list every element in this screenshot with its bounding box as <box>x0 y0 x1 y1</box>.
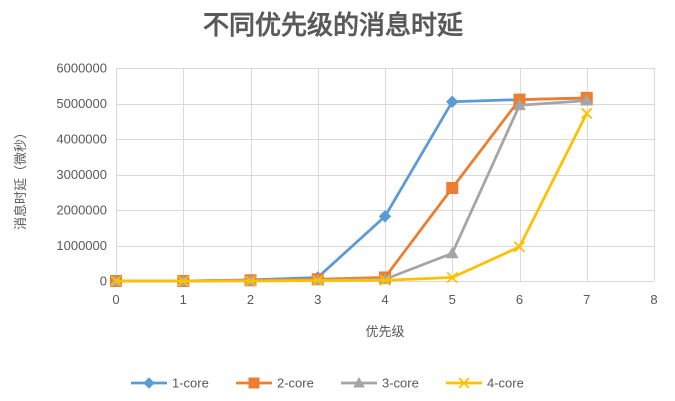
x-tick-label: 5 <box>449 292 456 307</box>
legend-label: 2-core <box>277 376 314 391</box>
series-line-3-core <box>114 99 589 283</box>
data-point-4-core-x6 <box>513 241 526 253</box>
x-tick-label: 8 <box>650 292 657 307</box>
x-tick-label: 6 <box>516 292 523 307</box>
series-line-4-core <box>114 112 589 283</box>
y-tick-label: 0 <box>100 274 107 289</box>
x-tick-label: 4 <box>381 292 388 307</box>
data-point-3-core-x7 <box>580 94 594 106</box>
legend: 1-core 2-core 3-core 4-core <box>131 376 524 391</box>
data-point-4-core-x4 <box>379 274 391 286</box>
data-point-4-core-x2 <box>244 275 257 287</box>
legend-item-4-core: 4-core <box>446 376 524 391</box>
x-tick-label: 0 <box>112 292 119 307</box>
series-line-1-core <box>114 96 589 283</box>
x-axis-title: 优先级 <box>365 325 404 340</box>
legend-label: 3-core <box>382 376 419 391</box>
series-line-2-core <box>114 96 589 283</box>
data-point-4-core-x0 <box>110 275 122 287</box>
data-point-3-core-x5 <box>445 246 459 259</box>
y-tick-label: 1000000 <box>56 238 107 253</box>
legend-item-1-core: 1-core <box>131 376 209 391</box>
data-point-3-core-x6 <box>513 98 526 111</box>
y-axis-title: 消息时延（微秒） <box>13 126 29 230</box>
data-point-1-core-x5 <box>446 95 459 108</box>
legend-label: 4-core <box>487 376 524 391</box>
y-tick-label: 6000000 <box>56 61 107 76</box>
x-tick-label: 3 <box>314 292 321 307</box>
data-point-2-core-x5 <box>446 181 459 194</box>
y-tick-label: 3000000 <box>56 167 107 182</box>
data-point-1-core-x4 <box>378 210 392 223</box>
legend-item-3-core: 3-core <box>341 376 419 391</box>
x-tick-label: 2 <box>247 292 254 307</box>
legend-item-2-core: 2-core <box>236 376 314 391</box>
series-layer <box>109 91 594 288</box>
x-tick-label: 1 <box>180 292 187 307</box>
data-point-4-core-x7 <box>581 107 593 120</box>
y-tick-label: 4000000 <box>56 132 107 147</box>
grid-lines <box>116 68 655 282</box>
legend-marker-x-icon <box>458 377 470 389</box>
x-axis-ticks: 0 1 2 3 4 5 6 7 8 <box>112 292 657 307</box>
data-point-4-core-x5 <box>446 271 458 284</box>
y-tick-label: 2000000 <box>56 203 107 218</box>
chart-title: 不同优先级的消息时延 <box>203 10 464 41</box>
x-tick-label: 7 <box>583 292 590 307</box>
legend-marker-triangle-icon <box>353 376 365 388</box>
legend-marker-diamond-icon <box>143 377 155 389</box>
y-tick-label: 5000000 <box>56 96 107 111</box>
y-axis-ticks: 0 1000000 2000000 3000000 4000000 5000000 6000… <box>56 61 107 289</box>
data-point-4-core-x1 <box>177 275 189 287</box>
data-point-4-core-x3 <box>312 275 324 287</box>
legend-label: 1-core <box>172 376 209 391</box>
legend-marker-square-icon <box>248 377 260 389</box>
